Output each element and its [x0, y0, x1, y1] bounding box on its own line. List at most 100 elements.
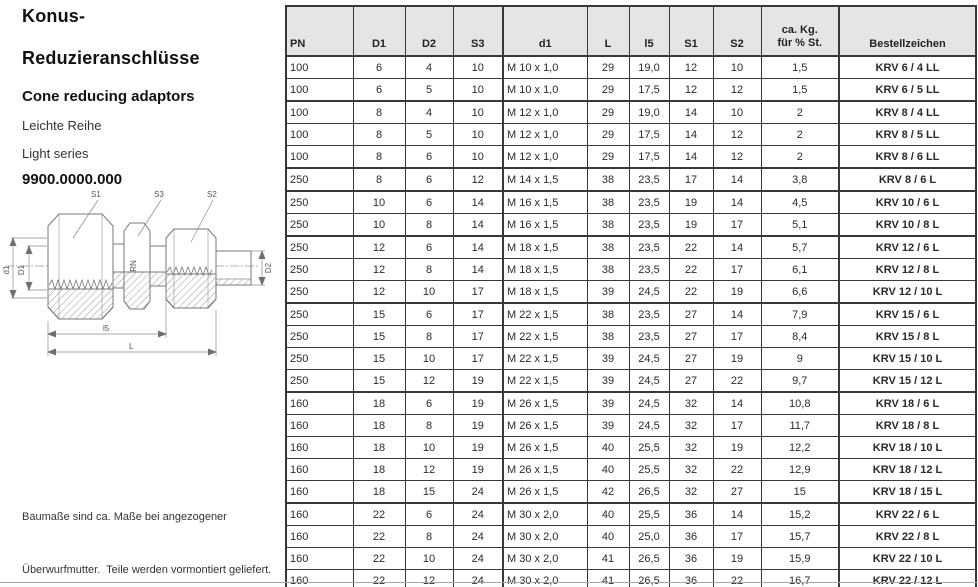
cell-pn: 100	[285, 123, 354, 146]
cell-bestellzeichen: KRV 12 / 6 L	[838, 235, 977, 259]
cell-l5: 24,5	[628, 369, 670, 393]
drawing-label-l: L	[129, 342, 134, 351]
cell-pn: 250	[285, 347, 354, 370]
cell-weight: 1,5	[760, 55, 840, 79]
cell-s1: 22	[668, 280, 714, 304]
cell-thread: M 16 x 1,5	[502, 190, 588, 214]
table-row: 100 8 6 10 M 12 x 1,0 29 17,5 14 12 2 KR…	[285, 145, 977, 169]
cell-s1: 27	[668, 302, 714, 326]
cell-s2: 17	[712, 325, 762, 348]
cell-bestellzeichen: KRV 8 / 5 LL	[838, 123, 977, 146]
cell-s1: 22	[668, 258, 714, 281]
cell-s1: 27	[668, 347, 714, 370]
cell-s2: 14	[712, 502, 762, 526]
cell-thread: M 22 x 1,5	[502, 347, 588, 370]
cell-l5: 19,0	[628, 100, 670, 124]
cell-bestellzeichen: KRV 12 / 8 L	[838, 258, 977, 281]
cell-bestellzeichen: KRV 22 / 10 L	[838, 547, 977, 570]
cell-l5: 23,5	[628, 190, 670, 214]
col-header-s3: S3	[452, 5, 504, 57]
cell-s1: 32	[668, 414, 714, 437]
cell-d1: 18	[352, 391, 406, 415]
cell-bestellzeichen: KRV 12 / 10 L	[838, 280, 977, 304]
drawing-label-d1-big: D1	[17, 264, 26, 275]
cell-thread: M 10 x 1,0	[502, 78, 588, 102]
cell-pn: 250	[285, 258, 354, 281]
cell-s3: 19	[452, 369, 504, 393]
table-row: 250 15 8 17 M 22 x 1,5 38 23,5 27 17 8,4…	[285, 325, 977, 348]
cell-d2: 6	[404, 302, 454, 326]
cell-bestellzeichen: KRV 8 / 6 L	[838, 167, 977, 192]
table-row: 100 6 4 10 M 10 x 1,0 29 19,0 12 10 1,5 …	[285, 55, 977, 79]
table-row: 250 15 12 19 M 22 x 1,5 39 24,5 27 22 9,…	[285, 369, 977, 393]
cell-s3: 14	[452, 190, 504, 214]
cell-s2: 17	[712, 525, 762, 548]
cell-d2: 8	[404, 213, 454, 237]
cell-pn: 100	[285, 145, 354, 169]
cell-pn: 160	[285, 525, 354, 548]
cell-s1: 14	[668, 123, 714, 146]
table-body: 100 6 4 10 M 10 x 1,0 29 19,0 12 10 1,5 …	[285, 55, 977, 587]
col-header-weight-line1: ca. Kg.	[781, 24, 818, 36]
cell-s1: 12	[668, 55, 714, 79]
cell-d2: 5	[404, 123, 454, 146]
drawing-label-s1: S1	[91, 190, 101, 199]
cell-d1: 8	[352, 123, 406, 146]
cell-d1: 10	[352, 190, 406, 214]
cell-bestellzeichen: KRV 8 / 4 LL	[838, 100, 977, 124]
spec-table: PN D1 D2 S3 d1 L l5 S1 S2 ca. Kg. für % …	[285, 5, 977, 587]
cell-thread: M 30 x 2,0	[502, 525, 588, 548]
cell-l5: 26,5	[628, 480, 670, 504]
cell-s1: 36	[668, 547, 714, 570]
cell-l5: 26,5	[628, 547, 670, 570]
cell-bestellzeichen: KRV 6 / 5 LL	[838, 78, 977, 102]
drawing-label-s2: S2	[207, 190, 217, 199]
page-title-en: Cone reducing adaptors	[22, 88, 195, 105]
table-row: 250 12 6 14 M 18 x 1,5 38 23,5 22 14 5,7…	[285, 235, 977, 259]
cell-d1: 12	[352, 280, 406, 304]
cell-d1: 8	[352, 167, 406, 192]
cell-s3: 14	[452, 235, 504, 259]
cell-l: 38	[586, 213, 630, 237]
cell-d1: 15	[352, 325, 406, 348]
cell-s1: 36	[668, 502, 714, 526]
cell-pn: 160	[285, 458, 354, 481]
cell-s3: 12	[452, 167, 504, 192]
cell-l5: 24,5	[628, 280, 670, 304]
cell-thread: M 18 x 1,5	[502, 258, 588, 281]
cell-d1: 15	[352, 302, 406, 326]
table-row: 250 12 8 14 M 18 x 1,5 38 23,5 22 17 6,1…	[285, 258, 977, 281]
cell-d2: 10	[404, 280, 454, 304]
cell-pn: 160	[285, 502, 354, 526]
cell-s2: 14	[712, 167, 762, 192]
cell-l: 40	[586, 502, 630, 526]
cell-weight: 10,8	[760, 391, 840, 415]
cell-s3: 19	[452, 436, 504, 459]
table-row: 250 8 6 12 M 14 x 1,5 38 23,5 17 14 3,8 …	[285, 167, 977, 192]
table-header-row: PN D1 D2 S3 d1 L l5 S1 S2 ca. Kg. für % …	[285, 5, 977, 57]
cell-weight: 15,2	[760, 502, 840, 526]
cell-s3: 24	[452, 480, 504, 504]
cell-s1: 17	[668, 167, 714, 192]
cell-s3: 19	[452, 391, 504, 415]
table-row: 160 18 8 19 M 26 x 1,5 39 24,5 32 17 11,…	[285, 414, 977, 437]
cell-l5: 26,5	[628, 569, 670, 587]
cell-s1: 32	[668, 480, 714, 504]
cell-weight: 15	[760, 480, 840, 504]
cell-s2: 10	[712, 100, 762, 124]
cell-s1: 19	[668, 213, 714, 237]
cell-thread: M 16 x 1,5	[502, 213, 588, 237]
cell-thread: M 18 x 1,5	[502, 280, 588, 304]
cell-pn: 250	[285, 302, 354, 326]
note-line: Baumaße sind ca. Maße bei angezogener	[22, 511, 227, 523]
cell-weight: 2	[760, 123, 840, 146]
cell-l5: 25,5	[628, 436, 670, 459]
cell-bestellzeichen: KRV 22 / 6 L	[838, 502, 977, 526]
cell-s2: 19	[712, 280, 762, 304]
cell-l5: 17,5	[628, 78, 670, 102]
col-header-pn: PN	[285, 5, 354, 57]
cell-l5: 17,5	[628, 145, 670, 169]
cell-s3: 24	[452, 547, 504, 570]
cell-weight: 4,5	[760, 190, 840, 214]
cell-d2: 12	[404, 458, 454, 481]
